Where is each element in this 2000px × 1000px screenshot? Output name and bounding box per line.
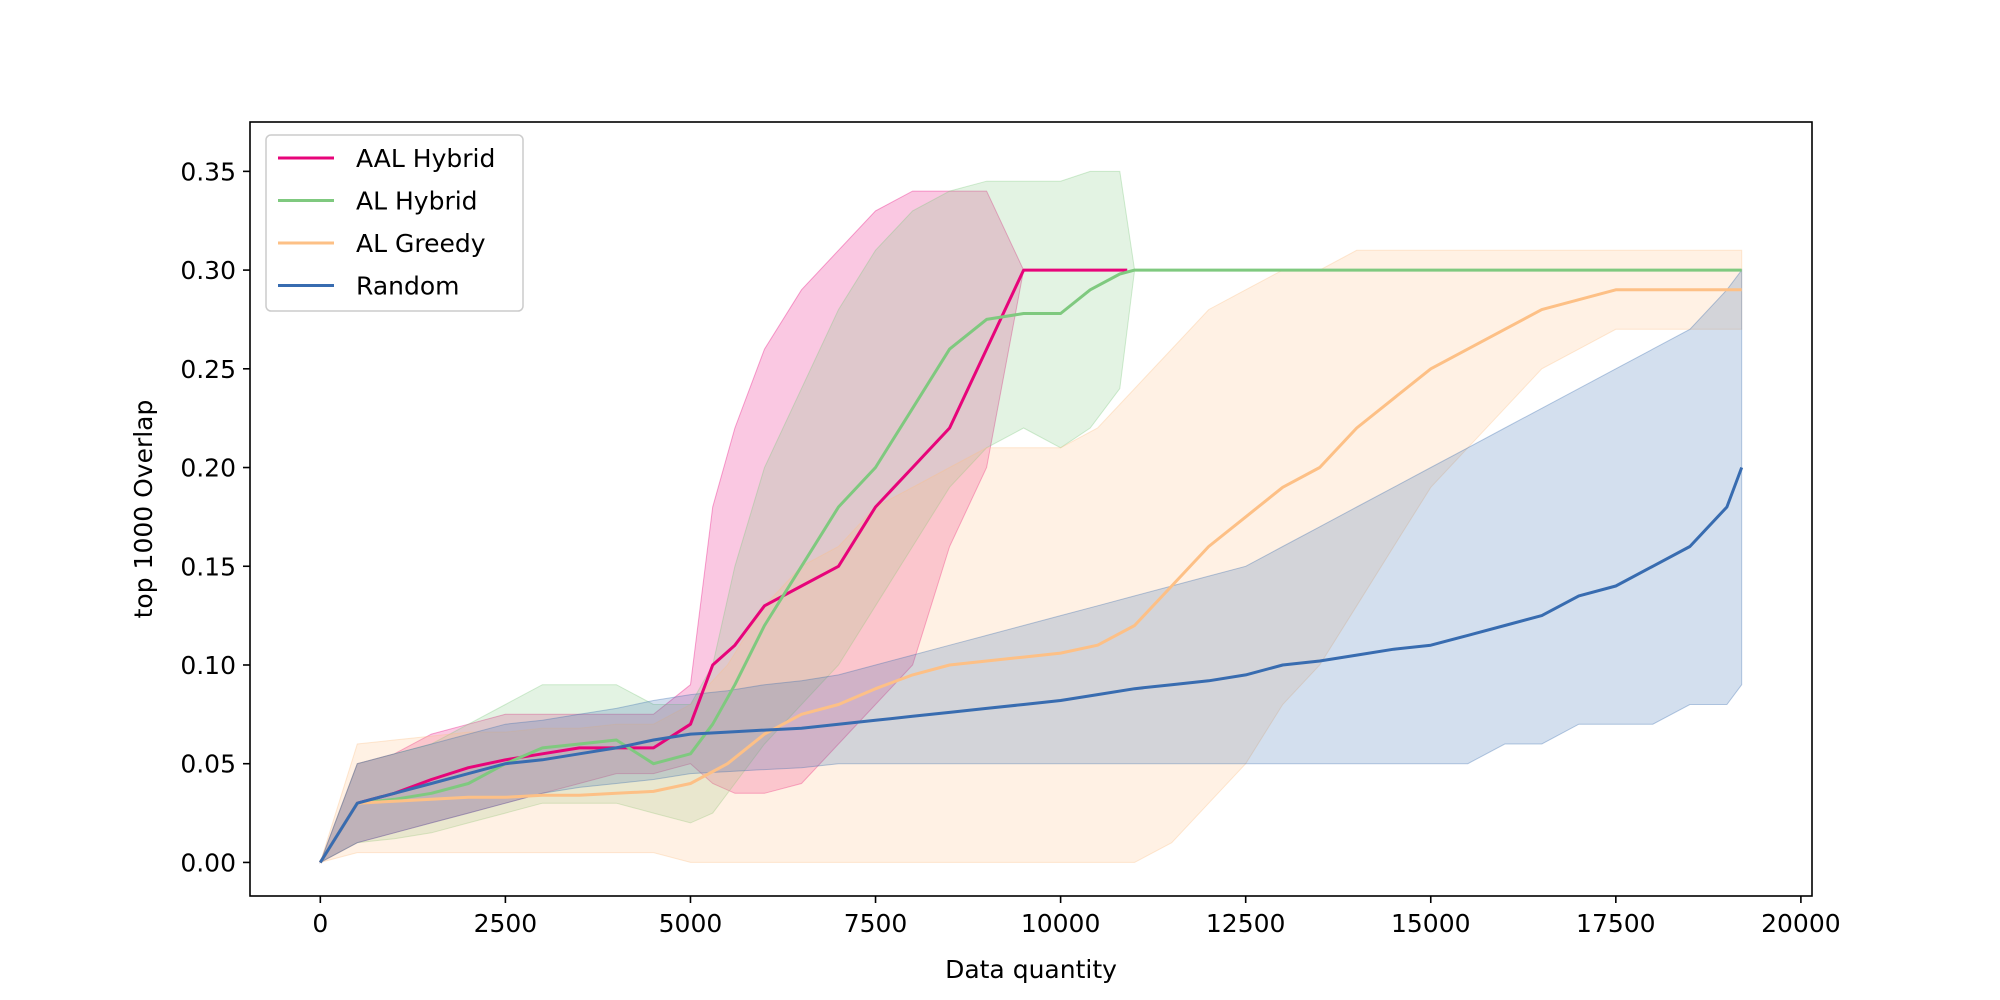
line-al-greedy <box>319 288 1742 864</box>
x-axis-label: Data quantity <box>945 955 1117 984</box>
x-tick-label: 20000 <box>1761 909 1841 938</box>
legend-label-al-hybrid: AL Hybrid <box>356 187 478 216</box>
y-axis-label: top 1000 Overlap <box>129 400 158 619</box>
x-tick-label: 17500 <box>1576 909 1656 938</box>
x-tick-label: 10000 <box>1021 909 1101 938</box>
legend-box <box>265 134 524 312</box>
y-tick-label: 0.00 <box>180 848 236 877</box>
series-lines <box>319 268 1744 864</box>
legend-label-aal-hybrid: AAL Hybrid <box>356 144 495 173</box>
legend-label-random: Random <box>356 272 460 301</box>
y-axis: 0.00 0.05 0.10 0.15 0.20 0.25 0.30 0.35 <box>180 157 250 877</box>
legend: AAL Hybrid AL Hybrid AL Greedy Random <box>265 134 524 312</box>
x-tick-label: 12500 <box>1206 909 1286 938</box>
x-tick-label: 15000 <box>1391 909 1471 938</box>
plot-frame <box>249 121 1813 897</box>
y-tick-label: 0.05 <box>180 750 236 779</box>
x-tick-label: 5000 <box>659 909 723 938</box>
y-tick-label: 0.25 <box>180 355 236 384</box>
y-tick-label: 0.30 <box>180 256 236 285</box>
x-tick-label: 2500 <box>474 909 538 938</box>
y-tick-label: 0.20 <box>180 454 236 483</box>
x-axis: 0 2500 5000 7500 10000 12500 15000 17500 20000 <box>312 896 1841 938</box>
band-al-hybrid <box>319 170 1742 864</box>
x-tick-label: 0 <box>312 909 328 938</box>
band-aal-hybrid <box>319 190 1128 864</box>
y-tick-label: 0.10 <box>180 651 236 680</box>
line-al-hybrid <box>319 268 1742 864</box>
y-tick-label: 0.15 <box>180 552 236 581</box>
y-tick-label: 0.35 <box>180 157 236 186</box>
legend-label-al-greedy: AL Greedy <box>356 229 486 258</box>
band-random <box>319 268 1743 864</box>
line-random <box>319 466 1744 864</box>
x-tick-label: 7500 <box>844 909 908 938</box>
line-aal-hybrid <box>319 268 1128 864</box>
